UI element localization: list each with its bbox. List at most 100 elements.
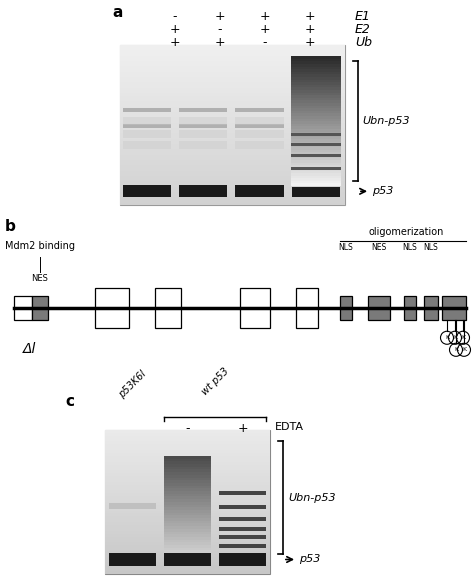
Bar <box>219 527 266 531</box>
Bar <box>120 83 345 85</box>
Bar <box>105 505 270 508</box>
Bar <box>120 136 345 139</box>
Bar <box>291 93 341 95</box>
Bar <box>164 540 211 542</box>
Bar <box>291 59 341 62</box>
Bar <box>179 117 228 125</box>
Bar <box>120 80 345 83</box>
Text: K: K <box>445 335 449 340</box>
Bar <box>164 480 211 483</box>
Bar <box>120 96 345 98</box>
Bar <box>120 171 345 173</box>
Text: +: + <box>260 23 270 36</box>
Text: wt p53: wt p53 <box>200 366 230 397</box>
Bar <box>164 475 211 478</box>
Bar <box>291 77 341 80</box>
Bar <box>164 537 211 540</box>
Bar <box>291 121 341 124</box>
Bar <box>105 485 270 488</box>
Bar <box>120 179 345 181</box>
Bar <box>105 571 270 574</box>
Bar <box>164 505 211 508</box>
Bar <box>120 173 345 176</box>
Text: K: K <box>461 335 465 340</box>
Bar <box>219 491 266 495</box>
Bar <box>120 192 345 194</box>
Bar <box>120 109 345 112</box>
Bar <box>120 107 345 109</box>
Bar <box>164 464 211 467</box>
Bar <box>109 503 156 509</box>
Bar <box>292 187 340 197</box>
Bar <box>291 178 341 181</box>
Bar <box>105 551 270 554</box>
Text: K: K <box>454 347 458 352</box>
Bar <box>240 288 270 328</box>
Bar <box>164 548 211 551</box>
Bar <box>120 98 345 101</box>
Bar <box>120 101 345 104</box>
Text: +: + <box>215 10 225 23</box>
Bar <box>179 130 228 138</box>
Bar <box>236 125 284 129</box>
Bar <box>120 88 345 90</box>
Bar <box>291 144 341 147</box>
Bar <box>164 462 211 464</box>
Bar <box>291 119 341 121</box>
Bar <box>120 168 345 171</box>
Bar <box>105 494 270 496</box>
Text: Ubn-p53: Ubn-p53 <box>362 116 410 126</box>
Bar <box>291 129 341 132</box>
Bar <box>291 142 341 144</box>
Bar <box>404 296 416 320</box>
Text: -: - <box>173 10 177 23</box>
Bar <box>105 488 270 491</box>
Bar <box>291 139 341 142</box>
Bar <box>105 499 270 502</box>
Bar <box>105 522 270 525</box>
Bar <box>164 545 211 548</box>
Bar <box>164 556 211 559</box>
Bar <box>219 505 266 509</box>
Text: NLS: NLS <box>402 243 418 253</box>
Bar <box>291 103 341 105</box>
Bar <box>105 557 270 560</box>
Bar <box>105 479 270 482</box>
Bar <box>179 125 228 129</box>
Bar <box>120 45 345 205</box>
Bar <box>120 104 345 107</box>
Bar <box>105 442 270 445</box>
Bar <box>105 565 270 568</box>
Bar <box>164 478 211 480</box>
Bar <box>164 483 211 485</box>
Bar <box>164 467 211 470</box>
Bar <box>120 162 345 165</box>
Bar <box>236 117 284 125</box>
Bar <box>105 453 270 456</box>
Bar <box>14 296 32 320</box>
Bar <box>236 185 284 197</box>
Bar <box>291 113 341 116</box>
Text: oligomerization: oligomerization <box>368 228 444 237</box>
Bar <box>291 56 341 59</box>
Text: Δl: Δl <box>23 342 36 356</box>
Text: K: K <box>453 335 457 340</box>
Bar <box>291 87 341 90</box>
Bar <box>105 537 270 540</box>
Bar <box>164 526 211 529</box>
Bar <box>105 467 270 470</box>
Bar <box>291 173 341 176</box>
Bar <box>120 115 345 117</box>
Bar <box>291 90 341 93</box>
Text: NES: NES <box>371 243 387 253</box>
Bar <box>164 531 211 534</box>
Bar <box>120 117 345 120</box>
Bar <box>120 197 345 200</box>
Bar <box>105 531 270 534</box>
Bar <box>164 502 211 505</box>
Bar <box>164 499 211 502</box>
Bar <box>105 548 270 551</box>
Bar <box>120 152 345 155</box>
Bar <box>105 436 270 439</box>
Bar <box>291 133 341 136</box>
